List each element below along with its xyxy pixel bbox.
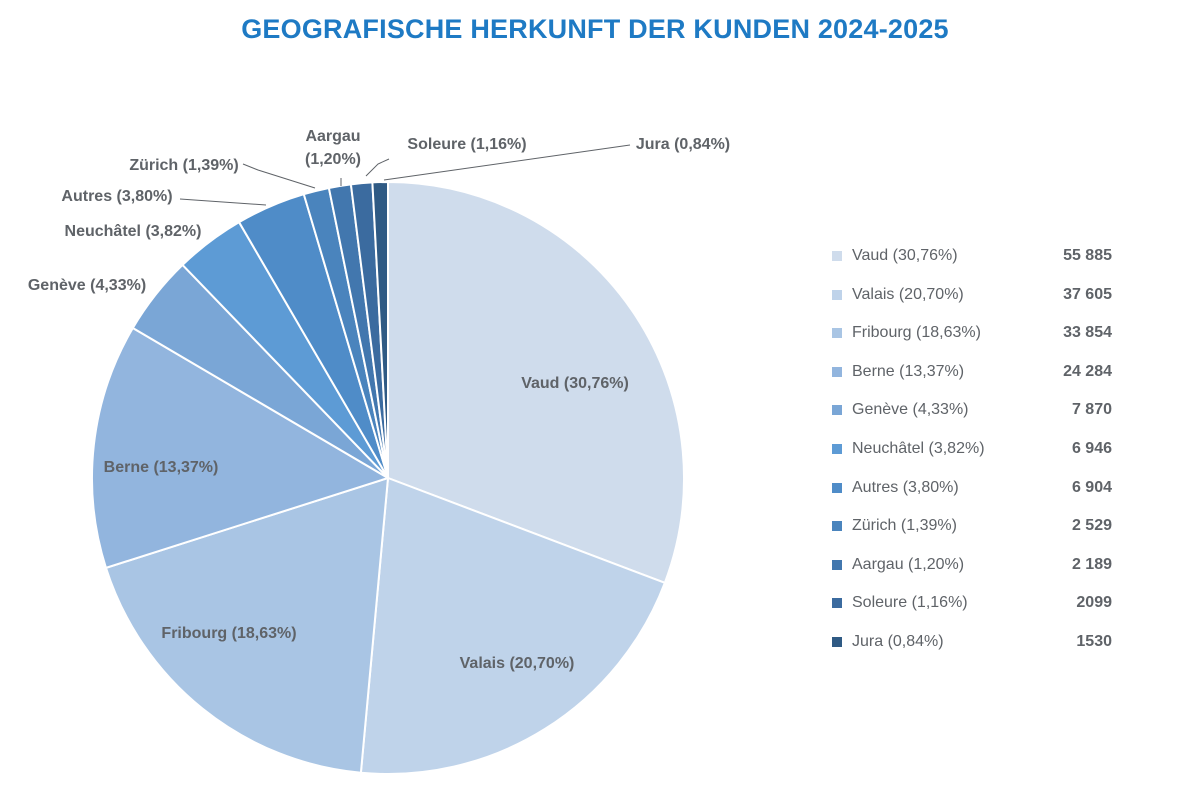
legend-swatch: [832, 405, 842, 416]
slice-label-6: Autres (3,80%): [61, 188, 172, 205]
slice-label-2: Fribourg (18,63%): [161, 625, 296, 642]
legend-value: 2 189: [1071, 555, 1112, 573]
legend-swatch: [832, 251, 842, 261]
pie-slice-1: [359, 476, 667, 775]
legend-value: 6 904: [1071, 478, 1112, 496]
legend-item: Vaud (30,76%) 55 885: [832, 243, 1122, 282]
legend-label: Berne (13,37%): [852, 362, 965, 380]
pie-slice-2: [104, 476, 390, 774]
legend-swatch: [832, 482, 842, 493]
legend-label: Genève (4,33%): [852, 401, 969, 419]
slice-label-9: Soleure (1,16%): [407, 136, 526, 153]
legend-swatch: [832, 443, 842, 454]
legend-value: 2099: [1076, 594, 1112, 612]
slice-label-1: Valais (20,70%): [460, 655, 575, 672]
legend-item: Jura (0,84%) 1530: [832, 629, 1122, 668]
leader-line-7: [242, 163, 316, 189]
legend-swatch: [832, 598, 842, 609]
legend-label: Fribourg (18,63%): [852, 324, 981, 342]
legend-item: Neuchâtel (3,82%) 6 946: [832, 436, 1122, 475]
legend-swatch: [832, 289, 842, 300]
legend-value: 2 529: [1071, 517, 1112, 535]
slice-label-7: Zürich (1,39%): [129, 157, 238, 174]
legend-label: Soleure (1,16%): [852, 594, 968, 612]
pie-slice-10: [371, 180, 389, 479]
legend-swatch: [832, 366, 842, 377]
slice-label-3: Berne (13,37%): [104, 459, 219, 476]
chart-title: GEOGRAFISCHE HERKUNFT DER KUNDEN 2024-20…: [241, 14, 949, 44]
legend-item: Valais (20,70%) 37 605: [832, 282, 1122, 321]
slice-label-4: Genève (4,33%): [28, 277, 146, 294]
pie-slice-3: [91, 326, 391, 570]
legend-swatch: [832, 559, 842, 570]
legend-item: Autres (3,80%) 6 904: [832, 475, 1122, 514]
legend-value: 6 946: [1071, 439, 1112, 457]
legend-label: Autres (3,80%): [852, 478, 959, 496]
legend-label: Valais (20,70%): [852, 285, 964, 303]
legend-label: Vaud (30,76%): [852, 247, 958, 264]
legend-swatch: [832, 521, 842, 532]
legend-label: Jura (0,84%): [852, 632, 944, 650]
legend-swatch: [832, 328, 842, 339]
legend-item: Berne (13,37%) 24 284: [832, 359, 1122, 398]
legend-item: Fribourg (18,63%) 33 854: [832, 320, 1122, 359]
legend-item: Soleure (1,16%) 2099: [832, 590, 1122, 629]
legend-item: Zürich (1,39%) 2 529: [832, 513, 1122, 552]
legend-value: 1530: [1076, 632, 1112, 650]
slice-label-8: Aargau (1,20%): [305, 128, 361, 168]
legend-value: 33 854: [1063, 324, 1112, 342]
legend-value: 7 870: [1071, 401, 1112, 419]
slice-label-5: Neuchâtel (3,82%): [65, 223, 202, 240]
legend: Vaud (30,76%) 55 885 Valais (20,70%) 37 605…: [832, 243, 1122, 668]
leader-line-9: [365, 158, 390, 177]
slice-label-0: Vaud (30,76%): [521, 375, 629, 392]
legend-label: Zürich (1,39%): [852, 517, 957, 535]
slice-label-10: Jura (0,84%): [636, 136, 730, 153]
pie-slice-0: [387, 180, 685, 585]
leader-line-10: [383, 144, 631, 181]
legend-swatch: [832, 636, 842, 647]
legend-label: Neuchâtel (3,82%): [852, 439, 985, 457]
legend-label: Aargau (1,20%): [852, 555, 965, 573]
legend-value: 24 284: [1063, 362, 1112, 380]
legend-value: 55 885: [1063, 247, 1112, 264]
legend-item: Aargau (1,20%) 2 189: [832, 552, 1122, 591]
legend-item: Genève (4,33%) 7 870: [832, 397, 1122, 436]
legend-value: 37 605: [1063, 285, 1112, 303]
leader-line-6: [179, 198, 267, 206]
